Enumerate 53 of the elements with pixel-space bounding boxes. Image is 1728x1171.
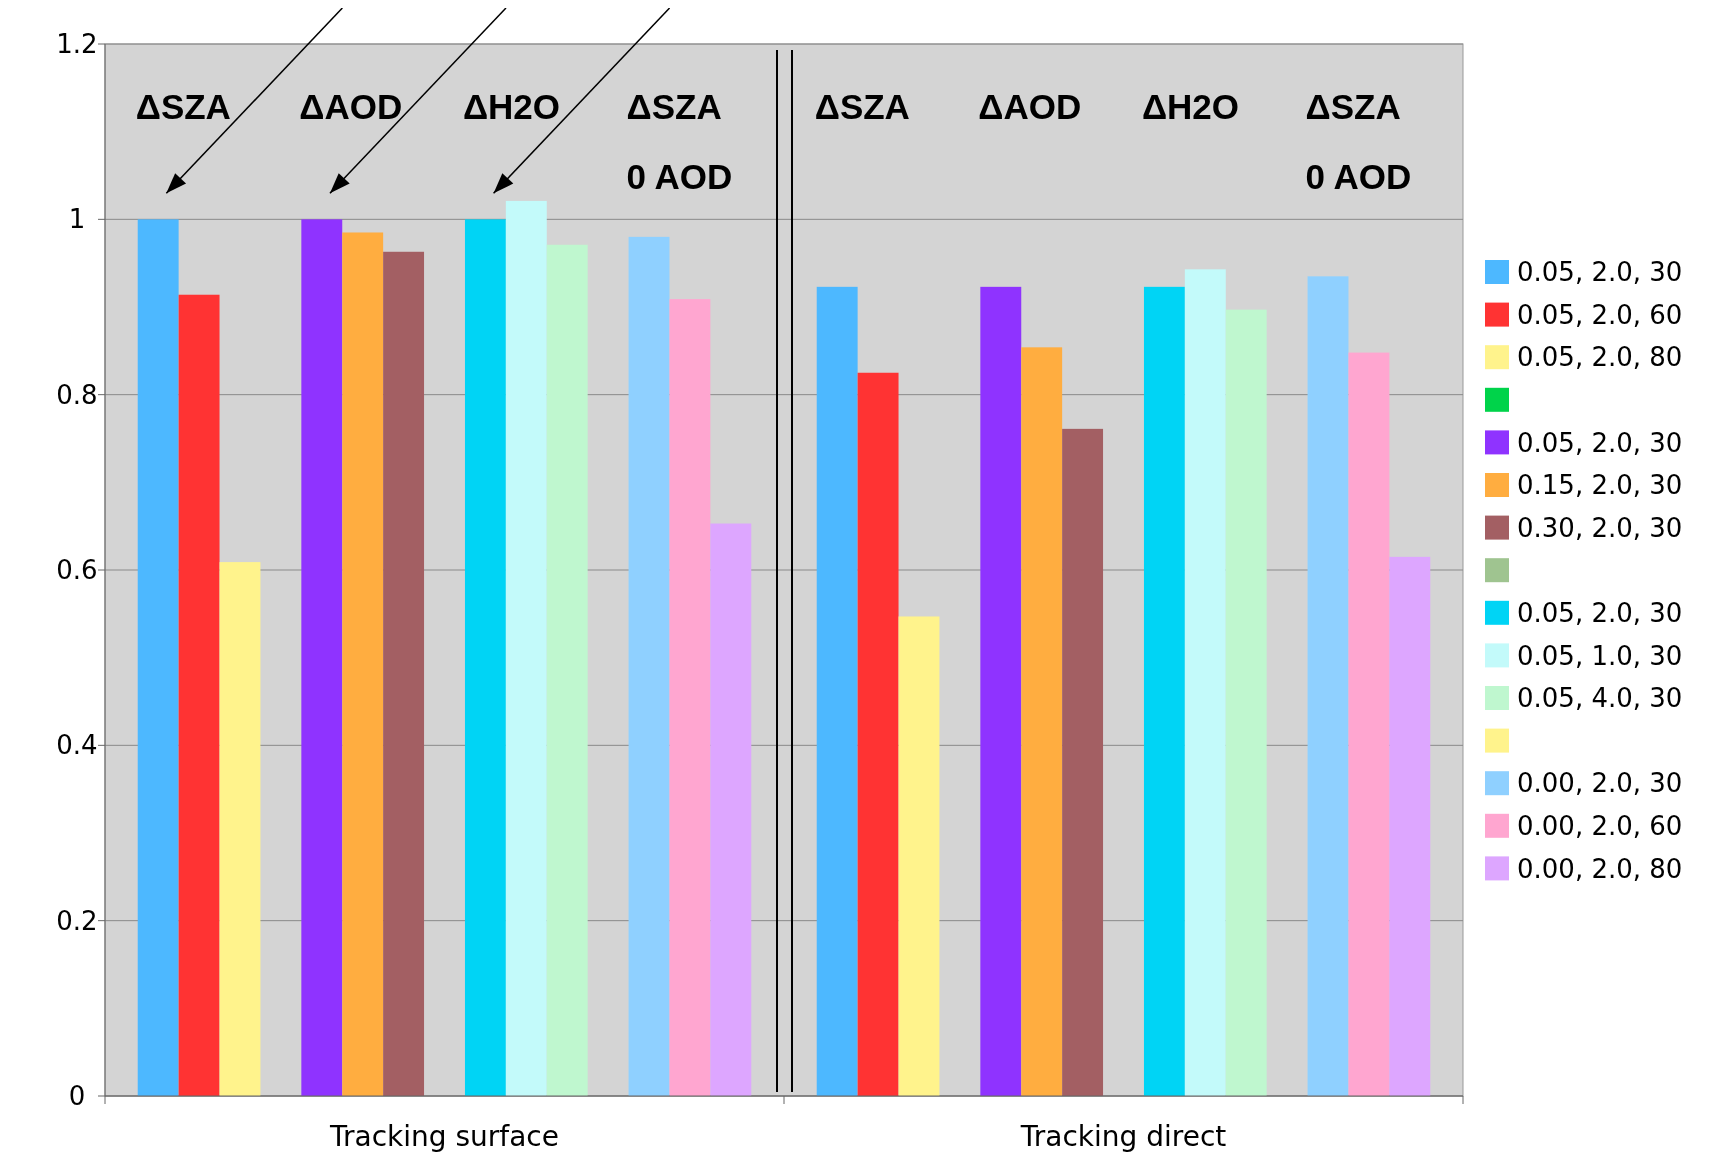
legend-label: 0.15, 2.0, 30 (1517, 470, 1683, 501)
bar (1225, 309, 1267, 1096)
bar (980, 286, 1022, 1096)
bar (342, 232, 384, 1096)
legend-label: 0.05, 2.0, 30 (1517, 597, 1683, 628)
legend-label: 0.00, 2.0, 60 (1517, 810, 1683, 841)
annotation: ΔH2O (462, 86, 561, 126)
bar (1021, 347, 1063, 1096)
legend-label: 0.00, 2.0, 30 (1517, 768, 1683, 799)
bar (1389, 556, 1431, 1096)
bar (710, 523, 752, 1096)
y-tick-label: 0.4 (56, 730, 98, 761)
annotation: ΔH2O (1141, 86, 1240, 126)
bar (1062, 428, 1104, 1096)
bar (1307, 276, 1349, 1096)
legend-label: 0.00, 2.0, 80 (1517, 853, 1683, 884)
bar (464, 219, 506, 1096)
bar (1184, 269, 1226, 1096)
legend-label: 0.05, 2.0, 30 (1517, 257, 1683, 288)
legend-label: 0.05, 2.0, 30 (1517, 427, 1683, 458)
annotation: ΔSZA (135, 86, 231, 126)
x-tick-label: Tracking surface (329, 1120, 559, 1153)
y-tick-label: 1 (68, 204, 86, 235)
legend-label: 0.05, 4.0, 30 (1517, 683, 1683, 714)
legend-label: 0.30, 2.0, 30 (1517, 512, 1683, 543)
y-tick-label: 0 (68, 1081, 86, 1112)
bar (1143, 286, 1185, 1096)
annotation: ΔSZA 0 AOD (1305, 86, 1412, 196)
annotation: ΔSZA (814, 86, 910, 126)
bar (505, 200, 547, 1096)
bar (628, 236, 670, 1096)
annotation: ΔAOD (299, 86, 403, 126)
y-tick-label: 0.6 (56, 555, 98, 586)
y-tick-label: 1.2 (56, 29, 98, 60)
legend-label: 0.05, 1.0, 30 (1517, 640, 1683, 671)
y-tick-label: 0.2 (56, 905, 98, 936)
y-tick-label: 0.8 (56, 379, 98, 410)
bar (178, 294, 220, 1096)
bar (383, 251, 425, 1096)
bar (137, 219, 179, 1096)
bar (669, 299, 711, 1096)
legend-label: 0.05, 2.0, 60 (1517, 299, 1683, 330)
bar (219, 562, 261, 1096)
bar (1348, 352, 1390, 1096)
bar (546, 244, 588, 1096)
bar (816, 286, 858, 1096)
annotation: ΔAOD (978, 86, 1082, 126)
x-tick-label: Tracking direct (1019, 1120, 1227, 1153)
annotation: ΔSZA 0 AOD (626, 86, 733, 196)
legend-label: 0.05, 2.0, 80 (1517, 342, 1683, 373)
bar (857, 372, 899, 1096)
bar (898, 616, 940, 1096)
bar (301, 219, 343, 1096)
